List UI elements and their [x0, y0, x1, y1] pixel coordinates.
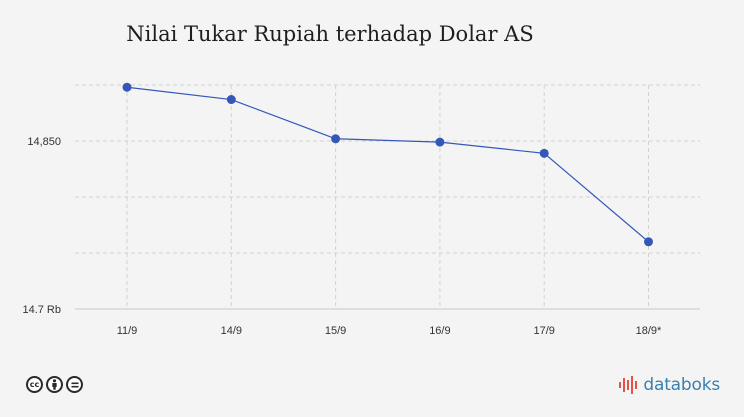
nd-icon — [66, 376, 83, 393]
license-icons: cc — [26, 376, 83, 393]
chart-series — [122, 82, 653, 247]
data-point — [644, 237, 653, 247]
x-tick-label: 17/9 — [533, 325, 554, 337]
databoks-logo[interactable]: databoks — [619, 375, 720, 395]
data-point — [122, 82, 132, 92]
x-tick-label: 16/9 — [429, 325, 450, 337]
chart-grid — [75, 84, 700, 310]
data-point — [539, 148, 549, 158]
series-line — [126, 86, 649, 243]
y-axis-labels: 14.7 Rb 14,850 — [22, 136, 61, 316]
chart-title: Nilai Tukar Rupiah terhadap Dolar AS — [126, 22, 534, 46]
by-icon — [46, 376, 63, 393]
data-point — [435, 137, 445, 147]
data-point — [331, 134, 341, 144]
x-axis-labels: 11/9 14/9 15/9 16/9 17/9 18/9* — [117, 325, 662, 337]
x-tick-label: 18/9* — [636, 325, 662, 337]
databoks-bars-icon — [619, 376, 638, 394]
cc-icon: cc — [26, 376, 43, 393]
x-tick-label: 15/9 — [325, 325, 346, 337]
y-tick-label: 14.7 Rb — [22, 304, 61, 316]
x-tick-label: 14/9 — [221, 325, 242, 337]
brand-name: databoks — [643, 375, 720, 395]
y-tick-label: 14,850 — [27, 136, 61, 148]
data-point — [226, 95, 236, 105]
x-tick-label: 11/9 — [117, 325, 138, 337]
